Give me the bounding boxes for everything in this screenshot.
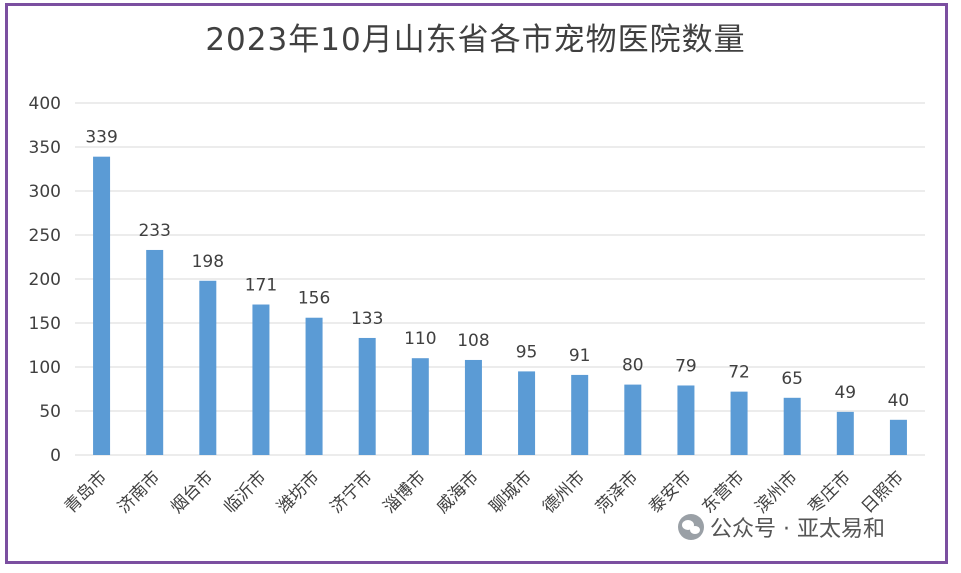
data-label: 95 (516, 342, 538, 362)
bar (464, 359, 482, 455)
data-label: 80 (622, 356, 644, 376)
data-label: 133 (351, 309, 383, 329)
bar (518, 371, 536, 455)
watermark: 公众号 · 亚太易和 (678, 512, 885, 542)
y-tick-label: 250 (29, 226, 61, 246)
bar (677, 385, 695, 455)
bar (783, 397, 801, 455)
bar (571, 374, 589, 455)
y-tick-label: 0 (50, 446, 61, 466)
data-label: 49 (834, 383, 856, 403)
y-tick-label: 50 (39, 402, 61, 422)
bar (411, 358, 429, 455)
y-tick-label: 400 (29, 94, 61, 114)
x-tick-label: 聊城市 (486, 467, 536, 517)
data-label: 339 (85, 128, 117, 148)
data-label: 40 (888, 391, 910, 411)
bar (146, 249, 164, 455)
x-tick-label: 泰安市 (645, 467, 695, 517)
x-tick-label: 临沂市 (220, 467, 270, 517)
data-label: 72 (728, 363, 750, 383)
x-tick-label: 青岛市 (61, 467, 111, 517)
x-tick-label: 潍坊市 (273, 467, 323, 517)
data-label: 91 (569, 346, 591, 366)
data-label: 110 (404, 329, 436, 349)
x-tick-label: 威海市 (433, 467, 483, 517)
data-label: 156 (298, 289, 330, 309)
x-tick-label: 烟台市 (167, 467, 217, 517)
y-tick-label: 150 (29, 314, 61, 334)
bar (836, 411, 854, 455)
bar (252, 304, 270, 455)
y-tick-label: 350 (29, 138, 61, 158)
x-tick-label: 济南市 (114, 467, 164, 517)
bar (199, 280, 217, 455)
y-tick-label: 100 (29, 358, 61, 378)
bar (358, 337, 376, 455)
bar (889, 419, 907, 455)
bar (730, 391, 748, 455)
x-tick-label: 菏泽市 (592, 467, 642, 517)
bar (305, 317, 323, 455)
x-tick-label: 淄博市 (380, 467, 430, 517)
wechat-logo-icon (678, 514, 704, 540)
data-label: 65 (781, 369, 803, 389)
y-tick-label: 300 (29, 182, 61, 202)
y-tick-label: 200 (29, 270, 61, 290)
data-label: 108 (457, 331, 489, 351)
data-label: 233 (138, 221, 170, 241)
bar (93, 156, 111, 455)
chart-title: 2023年10月山东省各市宠物医院数量 (205, 22, 746, 58)
bar (624, 384, 642, 455)
watermark-text: 公众号 · 亚太易和 (710, 517, 885, 542)
data-label: 79 (675, 356, 697, 376)
data-label: 198 (192, 252, 224, 272)
data-label: 171 (245, 276, 277, 296)
x-tick-label: 济宁市 (327, 467, 377, 517)
x-tick-label: 德州市 (539, 467, 589, 517)
